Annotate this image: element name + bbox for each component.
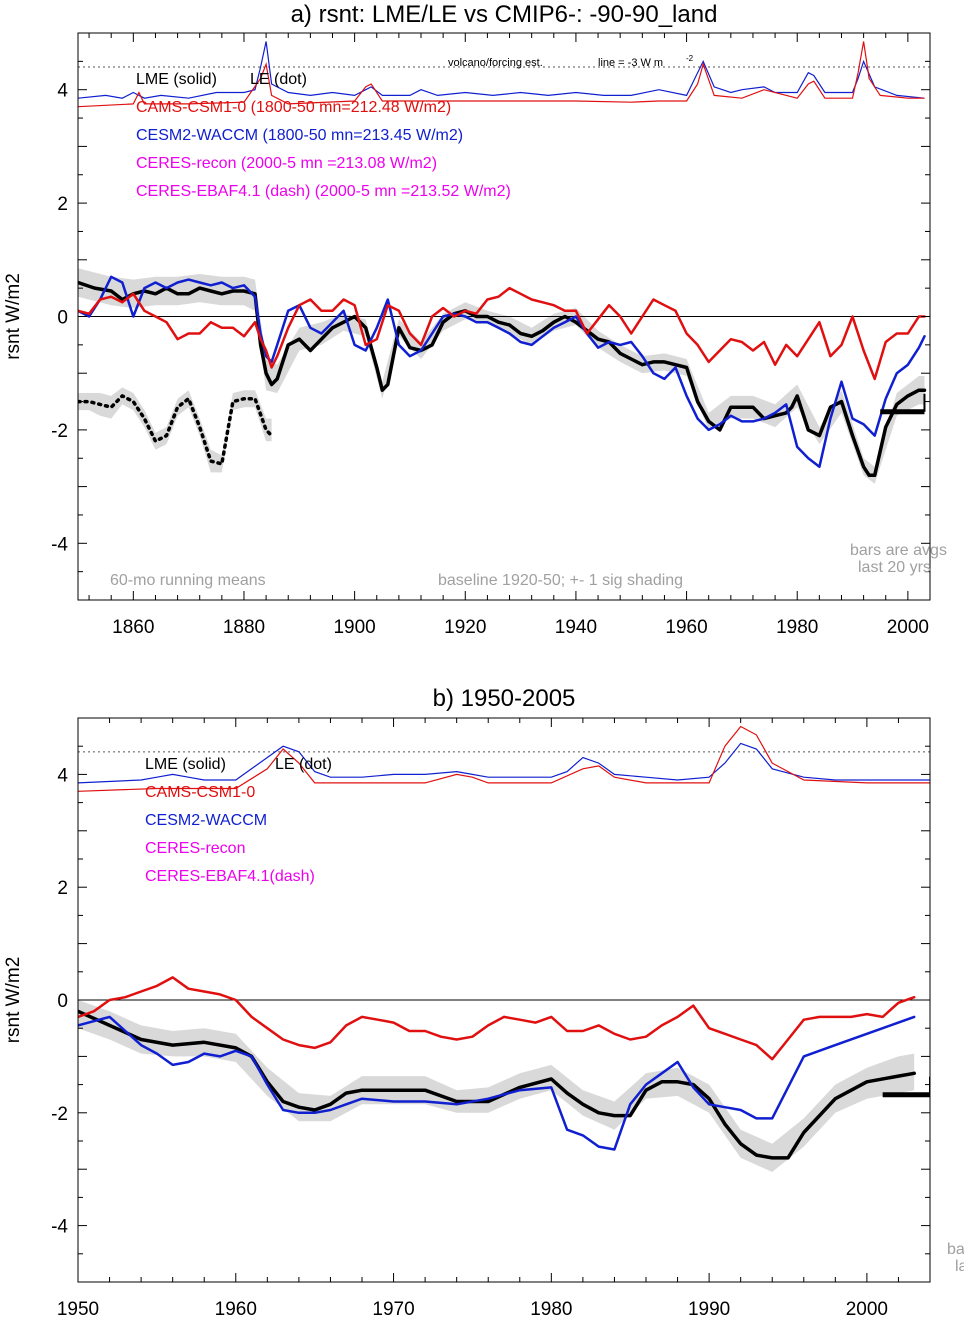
legend-entry: CAMS-CSM1-0 (1800-50 mn=212.48 W/m2) bbox=[136, 99, 451, 116]
chart-title: a) rsnt: LME/LE vs CMIP6-: -90-90_land bbox=[291, 1, 718, 28]
plot-area bbox=[78, 41, 930, 484]
bars-note-line2: last 20 yrs bbox=[858, 559, 931, 576]
legend-entry: CESM2-WACCM bbox=[145, 812, 267, 829]
panel-a: 1860 1880 1900 1920 1940 1960 1980 2000 -4 -2 0 2 4 a… bbox=[3, 1, 947, 638]
panel-b: 1950 1960 1970 1980 1990 2000 -4 -2 0 2 4 b) 1950-2… bbox=[3, 685, 964, 1320]
x-tick-label: 1900 bbox=[333, 617, 375, 638]
forcing-series-1 bbox=[78, 725, 930, 792]
legend-entry: CERES-recon (2000-5 mn =213.08 W/m2) bbox=[136, 155, 437, 172]
y-axis-label: rsnt W/m2 bbox=[3, 957, 24, 1044]
chart-title: b) 1950-2005 bbox=[433, 685, 576, 712]
x-tick-label: 1980 bbox=[530, 1299, 572, 1320]
x-tick-label: 1960 bbox=[215, 1299, 257, 1320]
legend-header-le: LE (dot) bbox=[250, 71, 307, 88]
series-line-2 bbox=[78, 286, 926, 381]
plot-area bbox=[78, 725, 930, 1172]
x-tick-label: 2000 bbox=[887, 617, 929, 638]
x-tick-label: 1950 bbox=[57, 1299, 99, 1320]
volcano-label: volcano/forcing est. bbox=[448, 57, 543, 69]
x-tick-label: 1920 bbox=[444, 617, 486, 638]
y-tick-label: 0 bbox=[57, 991, 68, 1012]
bars-note-line1: bars are avgs bbox=[947, 1241, 964, 1258]
y-tick-label: 2 bbox=[57, 878, 68, 899]
uncertainty-band-0 bbox=[78, 1000, 915, 1172]
x-tick-label: 1970 bbox=[372, 1299, 414, 1320]
x-tick-label: 1960 bbox=[665, 617, 707, 638]
y-tick-label: 0 bbox=[57, 308, 68, 329]
y-tick-label: 2 bbox=[57, 194, 68, 215]
series-line-2 bbox=[78, 976, 916, 1061]
legend-entry: CERES-EBAF4.1 (dash) (2000-5 mn =213.52 … bbox=[136, 183, 511, 200]
baseline-note: baseline 1920-50; +- 1 sig shading bbox=[438, 572, 683, 589]
y-tick-label: -2 bbox=[51, 421, 68, 442]
y-tick-label: 4 bbox=[57, 765, 68, 786]
line-label-superscript: -2 bbox=[686, 54, 694, 63]
series-line-0 bbox=[78, 280, 927, 478]
y-tick-label: 4 bbox=[57, 81, 68, 102]
x-tick-label: 1860 bbox=[112, 617, 154, 638]
bars-note-line1: bars are avgs bbox=[850, 542, 947, 559]
running-mean-note: 60-mo running means bbox=[110, 572, 266, 589]
series-line-3 bbox=[78, 394, 274, 466]
x-tick-label: 1990 bbox=[688, 1299, 730, 1320]
forcing-series-1 bbox=[78, 41, 925, 108]
x-tick-label: 1940 bbox=[555, 617, 597, 638]
legend-entry: CAMS-CSM1-0 bbox=[145, 784, 255, 801]
x-tick-label: 1980 bbox=[776, 617, 818, 638]
legend-header-lme: LME (solid) bbox=[136, 71, 217, 88]
legend-entry: CERES-recon bbox=[145, 840, 245, 857]
y-axis-label: rsnt W/m2 bbox=[3, 273, 24, 360]
legend-entry: CERES-EBAF4.1(dash) bbox=[145, 868, 315, 885]
series-line-1 bbox=[78, 1015, 916, 1151]
y-tick-label: -2 bbox=[51, 1104, 68, 1125]
y-tick-label: -4 bbox=[51, 1217, 68, 1238]
x-tick-label: 1880 bbox=[223, 617, 265, 638]
bars-note-line2: last 20 yrs bbox=[955, 1258, 964, 1275]
forcing-series-0 bbox=[78, 742, 930, 784]
legend-entry: CESM2-WACCM (1800-50 mn=213.45 W/m2) bbox=[136, 127, 463, 144]
series-line-1 bbox=[78, 275, 926, 469]
legend-header-lme: LME (solid) bbox=[145, 756, 226, 773]
y-tick-label: -4 bbox=[51, 534, 68, 555]
forcing-series-0 bbox=[78, 41, 925, 99]
line-label: line = -3 W m bbox=[598, 57, 663, 69]
legend-header-le: LE (dot) bbox=[275, 756, 332, 773]
x-tick-label: 2000 bbox=[846, 1299, 888, 1320]
